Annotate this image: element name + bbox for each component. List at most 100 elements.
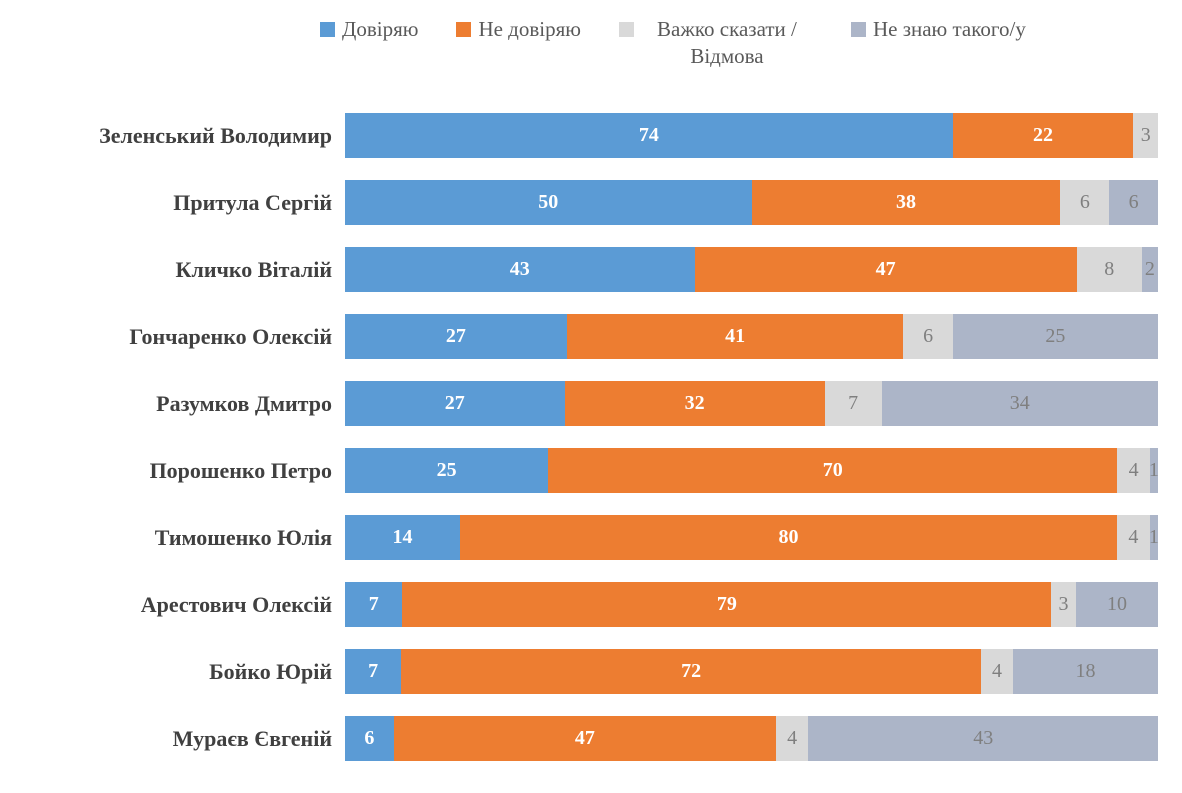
chart-row: Разумков Дмитро 27 32 7 34 (0, 370, 1158, 437)
legend-label: Не довіряю (478, 17, 581, 41)
value-label: 4 (787, 727, 798, 749)
bar-segment-2: 4 (775, 716, 809, 761)
legend-label: Не знаю такого/у (872, 17, 1026, 41)
bar-segment-0: 7 (345, 649, 402, 694)
chart-row: Бойко Юрій 7 72 4 18 (0, 638, 1158, 705)
value-label: 6 (364, 727, 375, 749)
bar-segment-1: 72 (401, 649, 981, 694)
legend-label: Важко сказати / Відмова (657, 17, 797, 69)
bar-segment-2: 6 (903, 314, 953, 359)
bar-segment-0: 50 (345, 180, 752, 225)
chart-row: Зеленський Володимир 74 22 3 (0, 102, 1159, 169)
value-label: 3 (1058, 593, 1069, 615)
value-label: 22 (1033, 124, 1054, 146)
chart-rows: Зеленський Володимир 74 22 3 Притула Сергій 5… (0, 102, 1182, 772)
chart-row: Тимошенко Юлія 14 80 4 1 (0, 504, 1159, 571)
stacked-bar: 27 32 7 34 (345, 381, 1158, 426)
bar-segment-1: 38 (751, 180, 1061, 225)
bar-segment-2: 7 (824, 381, 882, 426)
bar-segment-1: 79 (402, 582, 1052, 627)
value-label: 74 (638, 124, 659, 146)
chart-row: Гончаренко Олексій 27 41 6 25 (0, 303, 1158, 370)
chart-row: Притула Сергій 50 38 6 6 (0, 169, 1158, 236)
value-label: 70 (822, 459, 843, 481)
category-label: Арестович Олексій (140, 591, 332, 617)
legend-swatch-icon (850, 22, 866, 37)
value-label: 3 (1140, 124, 1151, 146)
bar-segment-0: 25 (345, 448, 549, 493)
bar-segment-3: 25 (952, 314, 1158, 359)
category-label: Гончаренко Олексій (129, 323, 332, 349)
bar-segment-0: 27 (345, 381, 565, 426)
bar-segment-3: 2 (1141, 247, 1159, 292)
category-label: Тимошенко Юлія (154, 524, 332, 550)
value-label: 7 (368, 593, 379, 615)
value-label: 6 (923, 325, 934, 347)
legend-item-1: Не довіряю (456, 16, 581, 43)
bar-segment-2: 4 (1117, 448, 1150, 493)
bar-segment-2: 3 (1133, 113, 1159, 158)
bar-segment-0: 74 (345, 113, 953, 158)
value-label: 7 (368, 660, 379, 682)
category-label: Порошенко Петро (149, 457, 332, 483)
category-label: Кличко Віталій (175, 256, 332, 282)
value-label: 18 (1075, 660, 1096, 682)
chart-row: Арестович Олексій 7 79 3 10 (0, 571, 1158, 638)
value-label: 27 (444, 392, 465, 414)
stacked-bar: 25 70 4 1 (345, 448, 1159, 493)
legend-item-3: Не знаю такого/у (850, 16, 1026, 43)
value-label: 4 (1128, 459, 1139, 481)
bar-segment-0: 27 (345, 314, 567, 359)
bar-segment-2: 6 (1060, 180, 1110, 225)
stacked-bar: 50 38 6 6 (345, 180, 1158, 225)
legend: Довіряю Не довіряю Важко сказати / Відмова… (320, 16, 1182, 94)
bar-segment-0: 7 (345, 582, 403, 627)
value-label: 72 (681, 660, 702, 682)
bar-segment-2: 3 (1051, 582, 1076, 627)
value-label: 47 (875, 258, 896, 280)
value-label: 50 (538, 191, 559, 213)
value-label: 43 (973, 727, 994, 749)
value-label: 80 (778, 526, 799, 548)
stacked-bar: 27 41 6 25 (345, 314, 1158, 359)
legend-swatch-icon (320, 22, 335, 37)
value-label: 25 (1045, 325, 1066, 347)
bar-segment-3: 18 (1013, 649, 1158, 694)
bar-segment-3: 1 (1148, 448, 1159, 493)
value-label: 41 (725, 325, 746, 347)
bar-segment-1: 41 (566, 314, 904, 359)
value-label: 14 (392, 526, 413, 548)
bar-segment-0: 43 (345, 247, 695, 292)
bar-segment-2: 4 (1116, 515, 1150, 560)
value-label: 43 (509, 258, 530, 280)
stacked-bar: 43 47 8 2 (345, 247, 1159, 292)
category-label: Разумков Дмитро (156, 390, 332, 416)
bar-segment-3: 6 (1109, 180, 1158, 225)
bar-segment-1: 47 (393, 716, 776, 761)
bar-segment-2: 4 (980, 649, 1014, 694)
category-label: Бойко Юрій (209, 658, 332, 684)
legend-swatch-icon (456, 22, 472, 37)
chart-row: Кличко Віталій 43 47 8 2 (0, 236, 1159, 303)
bar-segment-0: 6 (345, 716, 394, 761)
legend-swatch-icon (618, 22, 634, 37)
value-label: 32 (684, 392, 705, 414)
bar-segment-1: 22 (952, 113, 1134, 158)
value-label: 1 (1148, 459, 1159, 481)
bar-segment-1: 47 (694, 247, 1077, 292)
value-label: 34 (1009, 392, 1030, 414)
legend-item-2: Важко сказати / Відмова (618, 16, 813, 71)
stacked-bar: 74 22 3 (345, 113, 1159, 158)
bar-segment-1: 70 (548, 448, 1118, 493)
legend-label: Довіряю (342, 17, 419, 41)
value-label: 79 (716, 593, 737, 615)
legend-item-0: Довіряю (320, 16, 418, 43)
bar-segment-0: 14 (345, 515, 460, 560)
stacked-bar: 14 80 4 1 (345, 515, 1159, 560)
value-label: 2 (1144, 258, 1155, 280)
value-label: 25 (436, 459, 457, 481)
value-label: 38 (895, 191, 916, 213)
bar-segment-3: 43 (808, 716, 1158, 761)
chart-row: Мураєв Євгеній 6 47 4 43 (0, 705, 1158, 772)
